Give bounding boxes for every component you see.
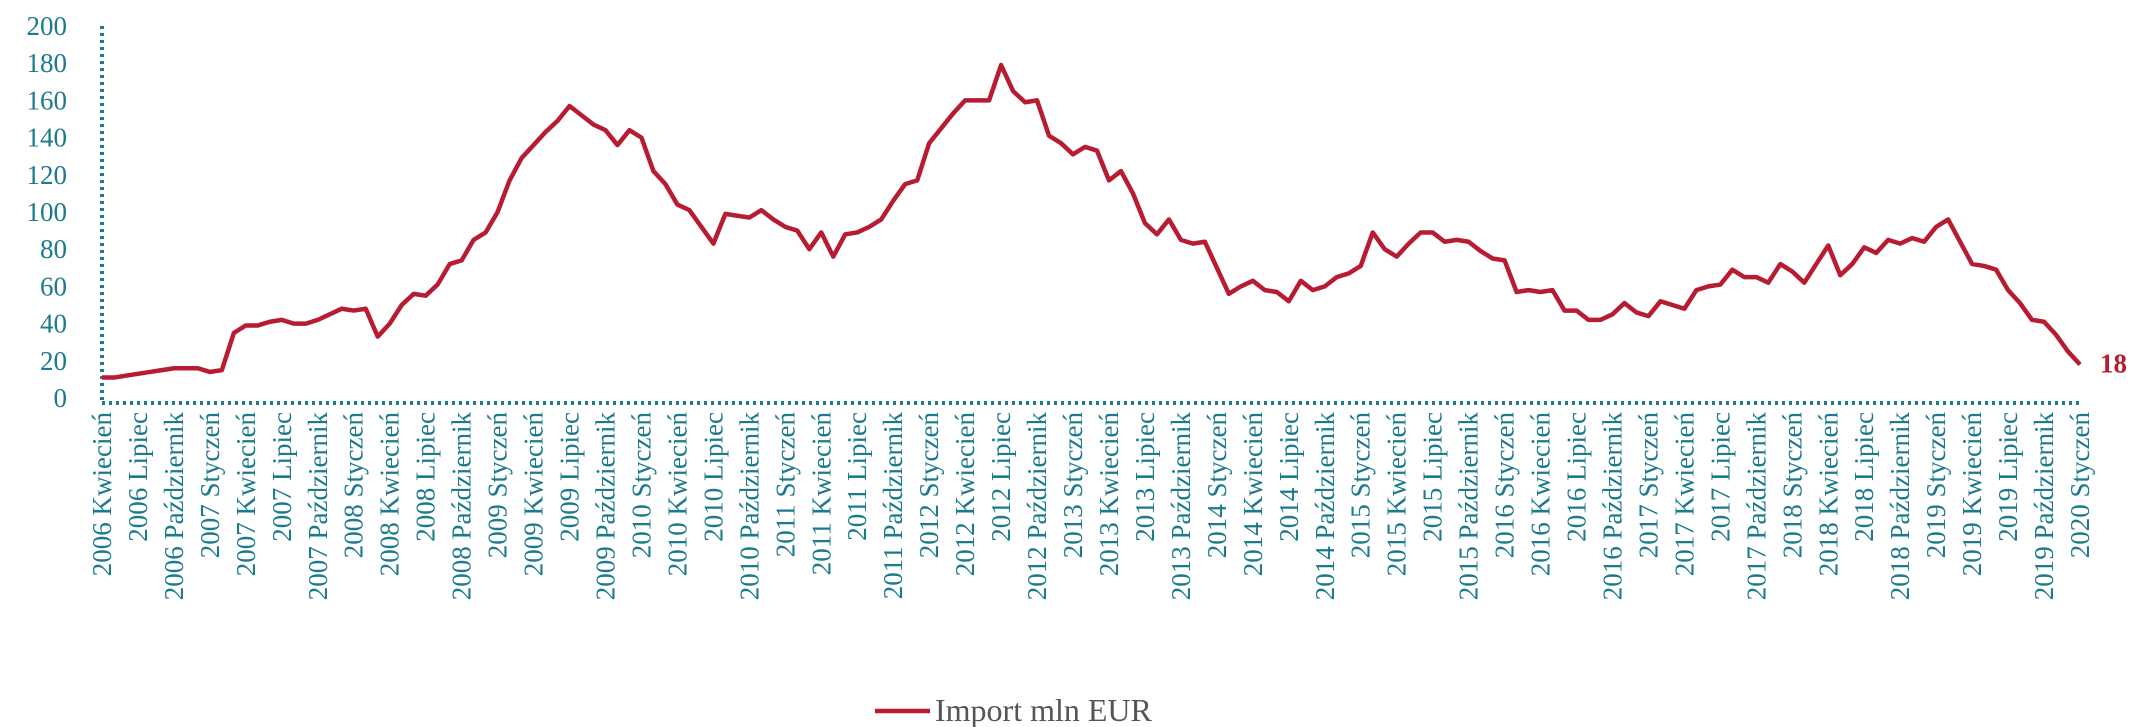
x-tick-label: 2011 Październik	[878, 412, 908, 600]
x-tick-label: 2013 Styczeń	[1058, 412, 1088, 559]
x-tick-label: 2013 Październik	[1166, 412, 1196, 601]
y-tick-label: 140	[27, 123, 68, 153]
legend-label: Import mln EUR	[935, 692, 1153, 727]
x-tick-label: 2006 Październik	[159, 412, 189, 601]
x-tick-label: 2010 Październik	[734, 412, 764, 601]
y-tick-label: 200	[27, 11, 68, 41]
x-tick-label: 2012 Październik	[1022, 412, 1052, 601]
x-tick-label: 2015 Październik	[1454, 412, 1484, 601]
x-tick-label: 2011 Lipiec	[842, 412, 872, 541]
x-tick-label: 2015 Styczeń	[1346, 412, 1376, 559]
y-tick-label: 120	[27, 160, 68, 190]
x-tick-label: 2020 Styczeń	[2065, 412, 2095, 559]
y-tick-label: 0	[54, 383, 68, 413]
x-tick-label: 2015 Kwiecień	[1382, 412, 1412, 577]
x-tick-label: 2018 Lipiec	[1849, 412, 1879, 542]
x-tick-label: 2014 Lipiec	[1274, 412, 1304, 542]
x-tick-label: 2010 Styczeń	[626, 412, 656, 559]
x-tick-label: 2019 Październik	[2029, 412, 2059, 601]
x-tick-label: 2009 Styczeń	[483, 412, 513, 559]
x-tick-label: 2009 Lipiec	[555, 412, 585, 542]
x-tick-label: 2010 Kwiecień	[662, 412, 692, 577]
y-tick-label: 20	[40, 346, 67, 376]
x-tick-label: 2019 Lipiec	[1993, 412, 2023, 542]
y-tick-label: 60	[40, 271, 67, 301]
x-tick-label: 2015 Lipiec	[1418, 412, 1448, 542]
x-tick-label: 2016 Kwiecień	[1526, 412, 1556, 577]
x-tick-label: 2014 Październik	[1310, 412, 1340, 601]
y-tick-label: 100	[27, 197, 68, 227]
x-tick-label: 2011 Styczeń	[770, 412, 800, 558]
x-tick-label: 2012 Lipiec	[986, 412, 1016, 542]
x-tick-label: 2019 Kwiecień	[1957, 412, 1987, 577]
x-tick-label: 2017 Październik	[1741, 412, 1771, 601]
x-tick-label: 2006 Kwiecień	[87, 412, 117, 577]
y-tick-label: 180	[27, 48, 68, 78]
x-tick-label: 2013 Kwiecień	[1094, 412, 1124, 577]
x-tick-label: 2007 Kwiecień	[231, 412, 261, 577]
x-tick-label: 2016 Październik	[1597, 412, 1627, 601]
x-tick-label: 2014 Styczeń	[1202, 412, 1232, 559]
x-tick-label: 2008 Październik	[447, 412, 477, 601]
x-tick-label: 2012 Styczeń	[914, 412, 944, 559]
x-tick-label: 2017 Styczeń	[1633, 412, 1663, 559]
x-tick-label: 2009 Październik	[590, 412, 620, 601]
x-tick-label: 2008 Styczeń	[339, 412, 369, 559]
x-tick-label: 2017 Lipiec	[1705, 412, 1735, 542]
y-tick-label: 40	[40, 309, 67, 339]
x-tick-label: 2009 Kwiecień	[519, 412, 549, 577]
x-tick-label: 2018 Styczeń	[1777, 412, 1807, 559]
x-tick-label: 2016 Lipiec	[1562, 412, 1592, 542]
x-tick-label: 2014 Kwiecień	[1238, 412, 1268, 577]
x-tick-label: 2017 Kwiecień	[1669, 412, 1699, 577]
x-tick-label: 2016 Styczeń	[1490, 412, 1520, 559]
x-tick-label: 2007 Lipiec	[267, 412, 297, 542]
x-tick-label: 2013 Lipiec	[1130, 412, 1160, 542]
y-tick-label: 80	[40, 234, 67, 264]
x-tick-label: 2007 Październik	[303, 412, 333, 601]
x-tick-label: 2019 Styczeń	[1921, 412, 1951, 559]
data-line	[102, 62, 2082, 380]
x-tick-label: 2010 Lipiec	[698, 412, 728, 542]
x-tick-label: 2011 Kwiecień	[806, 412, 836, 576]
y-tick-label: 160	[27, 85, 68, 115]
x-tick-label: 2018 Październik	[1885, 412, 1915, 601]
x-tick-label: 2008 Lipiec	[411, 412, 441, 542]
data-label: 18	[2100, 349, 2127, 379]
x-tick-label: 2008 Kwiecień	[375, 412, 405, 577]
x-tick-label: 2006 Lipiec	[123, 412, 153, 542]
x-tick-label: 2018 Kwiecień	[1813, 412, 1843, 577]
x-tick-label: 2012 Kwiecień	[950, 412, 980, 577]
x-tick-label: 2007 Styczeń	[195, 412, 225, 559]
